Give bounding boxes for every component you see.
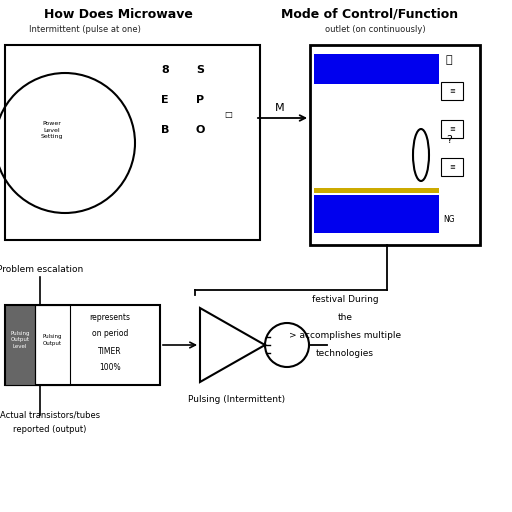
Text: Mode of Control/Function: Mode of Control/Function	[282, 8, 459, 20]
Text: 8: 8	[161, 65, 169, 75]
Bar	[314, 188, 439, 193]
Text: the: the	[337, 313, 352, 323]
Text: Pulsing (Intermittent): Pulsing (Intermittent)	[188, 395, 286, 404]
Text: ⏻: ⏻	[445, 55, 452, 65]
Text: S: S	[196, 65, 204, 75]
Text: Intermittent (pulse at one): Intermittent (pulse at one)	[29, 26, 141, 34]
Text: Problem escalation: Problem escalation	[0, 266, 83, 274]
Text: How Does Microwave: How Does Microwave	[44, 8, 193, 20]
Bar	[35, 305, 70, 385]
Text: on period: on period	[92, 330, 128, 338]
Text: ?: ?	[446, 135, 452, 145]
Text: P: P	[196, 95, 204, 105]
Text: festival During: festival During	[312, 295, 378, 305]
Text: represents: represents	[90, 312, 131, 322]
Text: E: E	[161, 95, 169, 105]
Bar	[5, 305, 35, 385]
Text: Actual transistors/tubes: Actual transistors/tubes	[0, 411, 100, 419]
Text: M: M	[275, 103, 285, 113]
Text: Pulsing
Output: Pulsing Output	[42, 334, 62, 346]
Text: ≡: ≡	[449, 164, 455, 170]
Text: B: B	[161, 125, 169, 135]
Text: 100%: 100%	[99, 364, 121, 373]
Text: Pulsing
Output
Level: Pulsing Output Level	[10, 331, 30, 349]
Text: ≡: ≡	[449, 88, 455, 94]
Bar	[314, 54, 439, 84]
Bar	[441, 158, 463, 176]
Text: outlet (on continuously): outlet (on continuously)	[325, 26, 425, 34]
Text: □: □	[224, 111, 232, 119]
Text: ≡: ≡	[449, 126, 455, 132]
Bar	[310, 45, 480, 245]
Bar	[441, 82, 463, 100]
Text: O: O	[195, 125, 205, 135]
Text: Power
Level
Setting: Power Level Setting	[41, 121, 63, 139]
Bar	[441, 120, 463, 138]
Text: > accomplishes multiple: > accomplishes multiple	[289, 331, 401, 340]
Bar	[5, 305, 160, 385]
Text: reported (output): reported (output)	[13, 425, 87, 435]
Bar	[314, 195, 439, 233]
Text: NG: NG	[443, 216, 455, 224]
Text: TIMER: TIMER	[98, 347, 122, 355]
Text: technologies: technologies	[316, 350, 374, 358]
Bar	[5, 45, 260, 240]
